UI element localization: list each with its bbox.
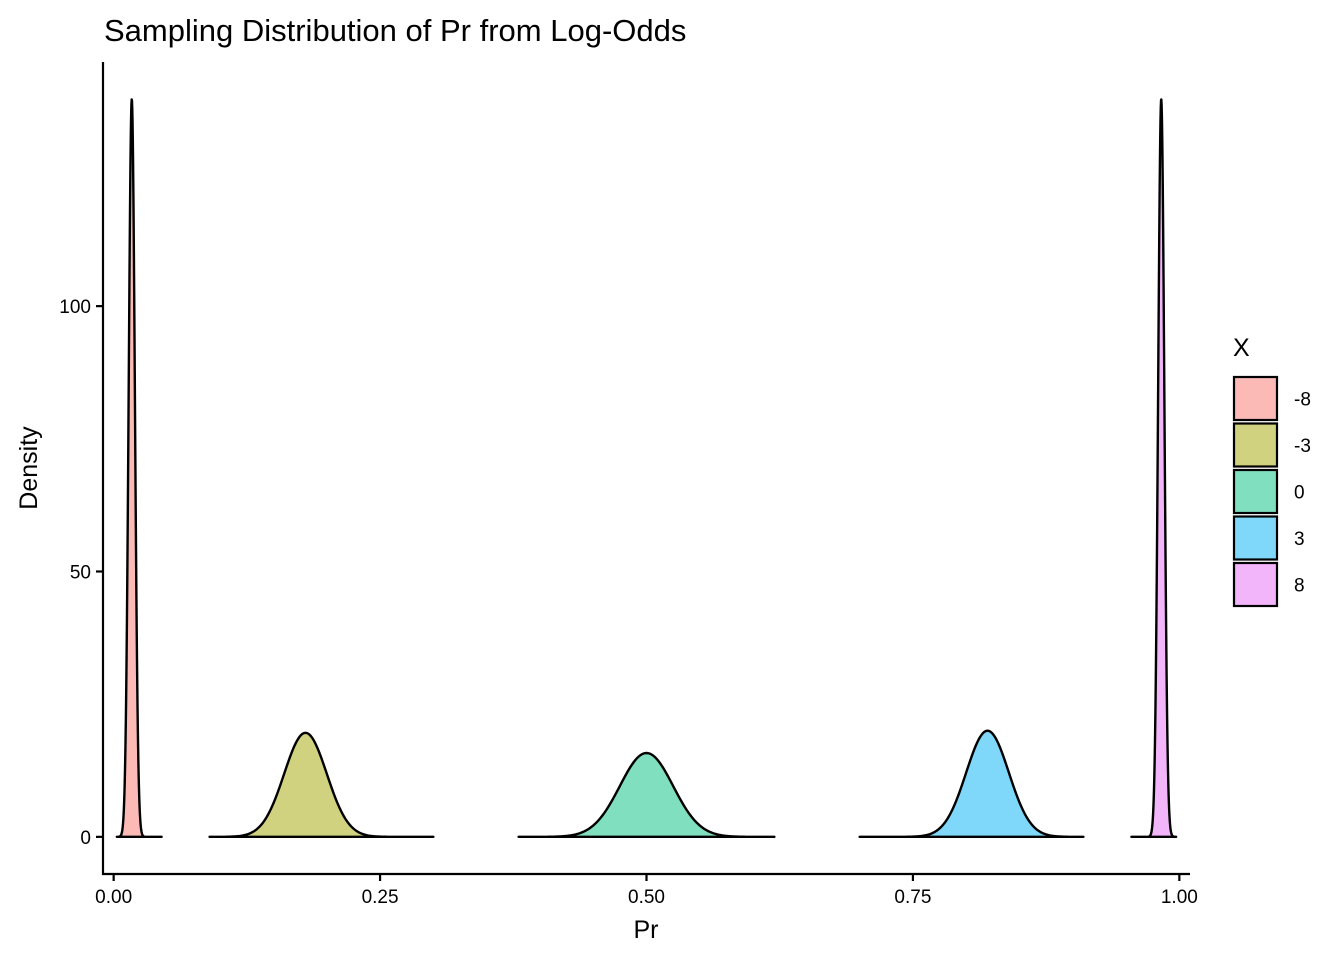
legend-key-3: [1232, 515, 1279, 561]
density-area-3: [858, 729, 1085, 839]
x-axis-title: Pr: [634, 916, 659, 944]
y-tick-label: 0: [80, 828, 91, 849]
legend-key-0: [1232, 375, 1279, 422]
legend: X -8 -3 0 3 8: [1232, 334, 1311, 608]
legend-label-2: 0: [1294, 483, 1305, 504]
legend-label-1: -3: [1294, 436, 1311, 457]
x-tick-label: 0.25: [362, 887, 399, 908]
legend-key-2: [1232, 468, 1279, 515]
legend-key-1: [1232, 422, 1279, 468]
y-axis-title: Density: [15, 426, 43, 510]
y-axis-ticks: 0 50 100: [59, 297, 103, 849]
chart-title: Sampling Distribution of Pr from Log-Odd…: [104, 13, 686, 48]
x-tick-label: 0.75: [894, 887, 931, 908]
x-axis-ticks: 0.00 0.25 0.50 0.75 1.00: [95, 874, 1198, 908]
density-area-1: [208, 731, 435, 839]
density-area-4: [1130, 98, 1178, 839]
density-areas: [115, 98, 1178, 839]
legend-label-3: 3: [1294, 529, 1305, 550]
legend-label-4: 8: [1294, 576, 1305, 597]
density-area-0: [115, 98, 163, 839]
legend-title: X: [1233, 334, 1250, 362]
x-tick-label: 0.50: [628, 887, 665, 908]
legend-key-4: [1232, 561, 1279, 608]
legend-label-0: -8: [1294, 390, 1311, 411]
x-tick-label: 1.00: [1161, 887, 1198, 908]
y-tick-label: 100: [59, 297, 91, 318]
density-area-2: [517, 751, 776, 839]
x-tick-label: 0.00: [95, 887, 132, 908]
y-tick-label: 50: [70, 562, 91, 583]
